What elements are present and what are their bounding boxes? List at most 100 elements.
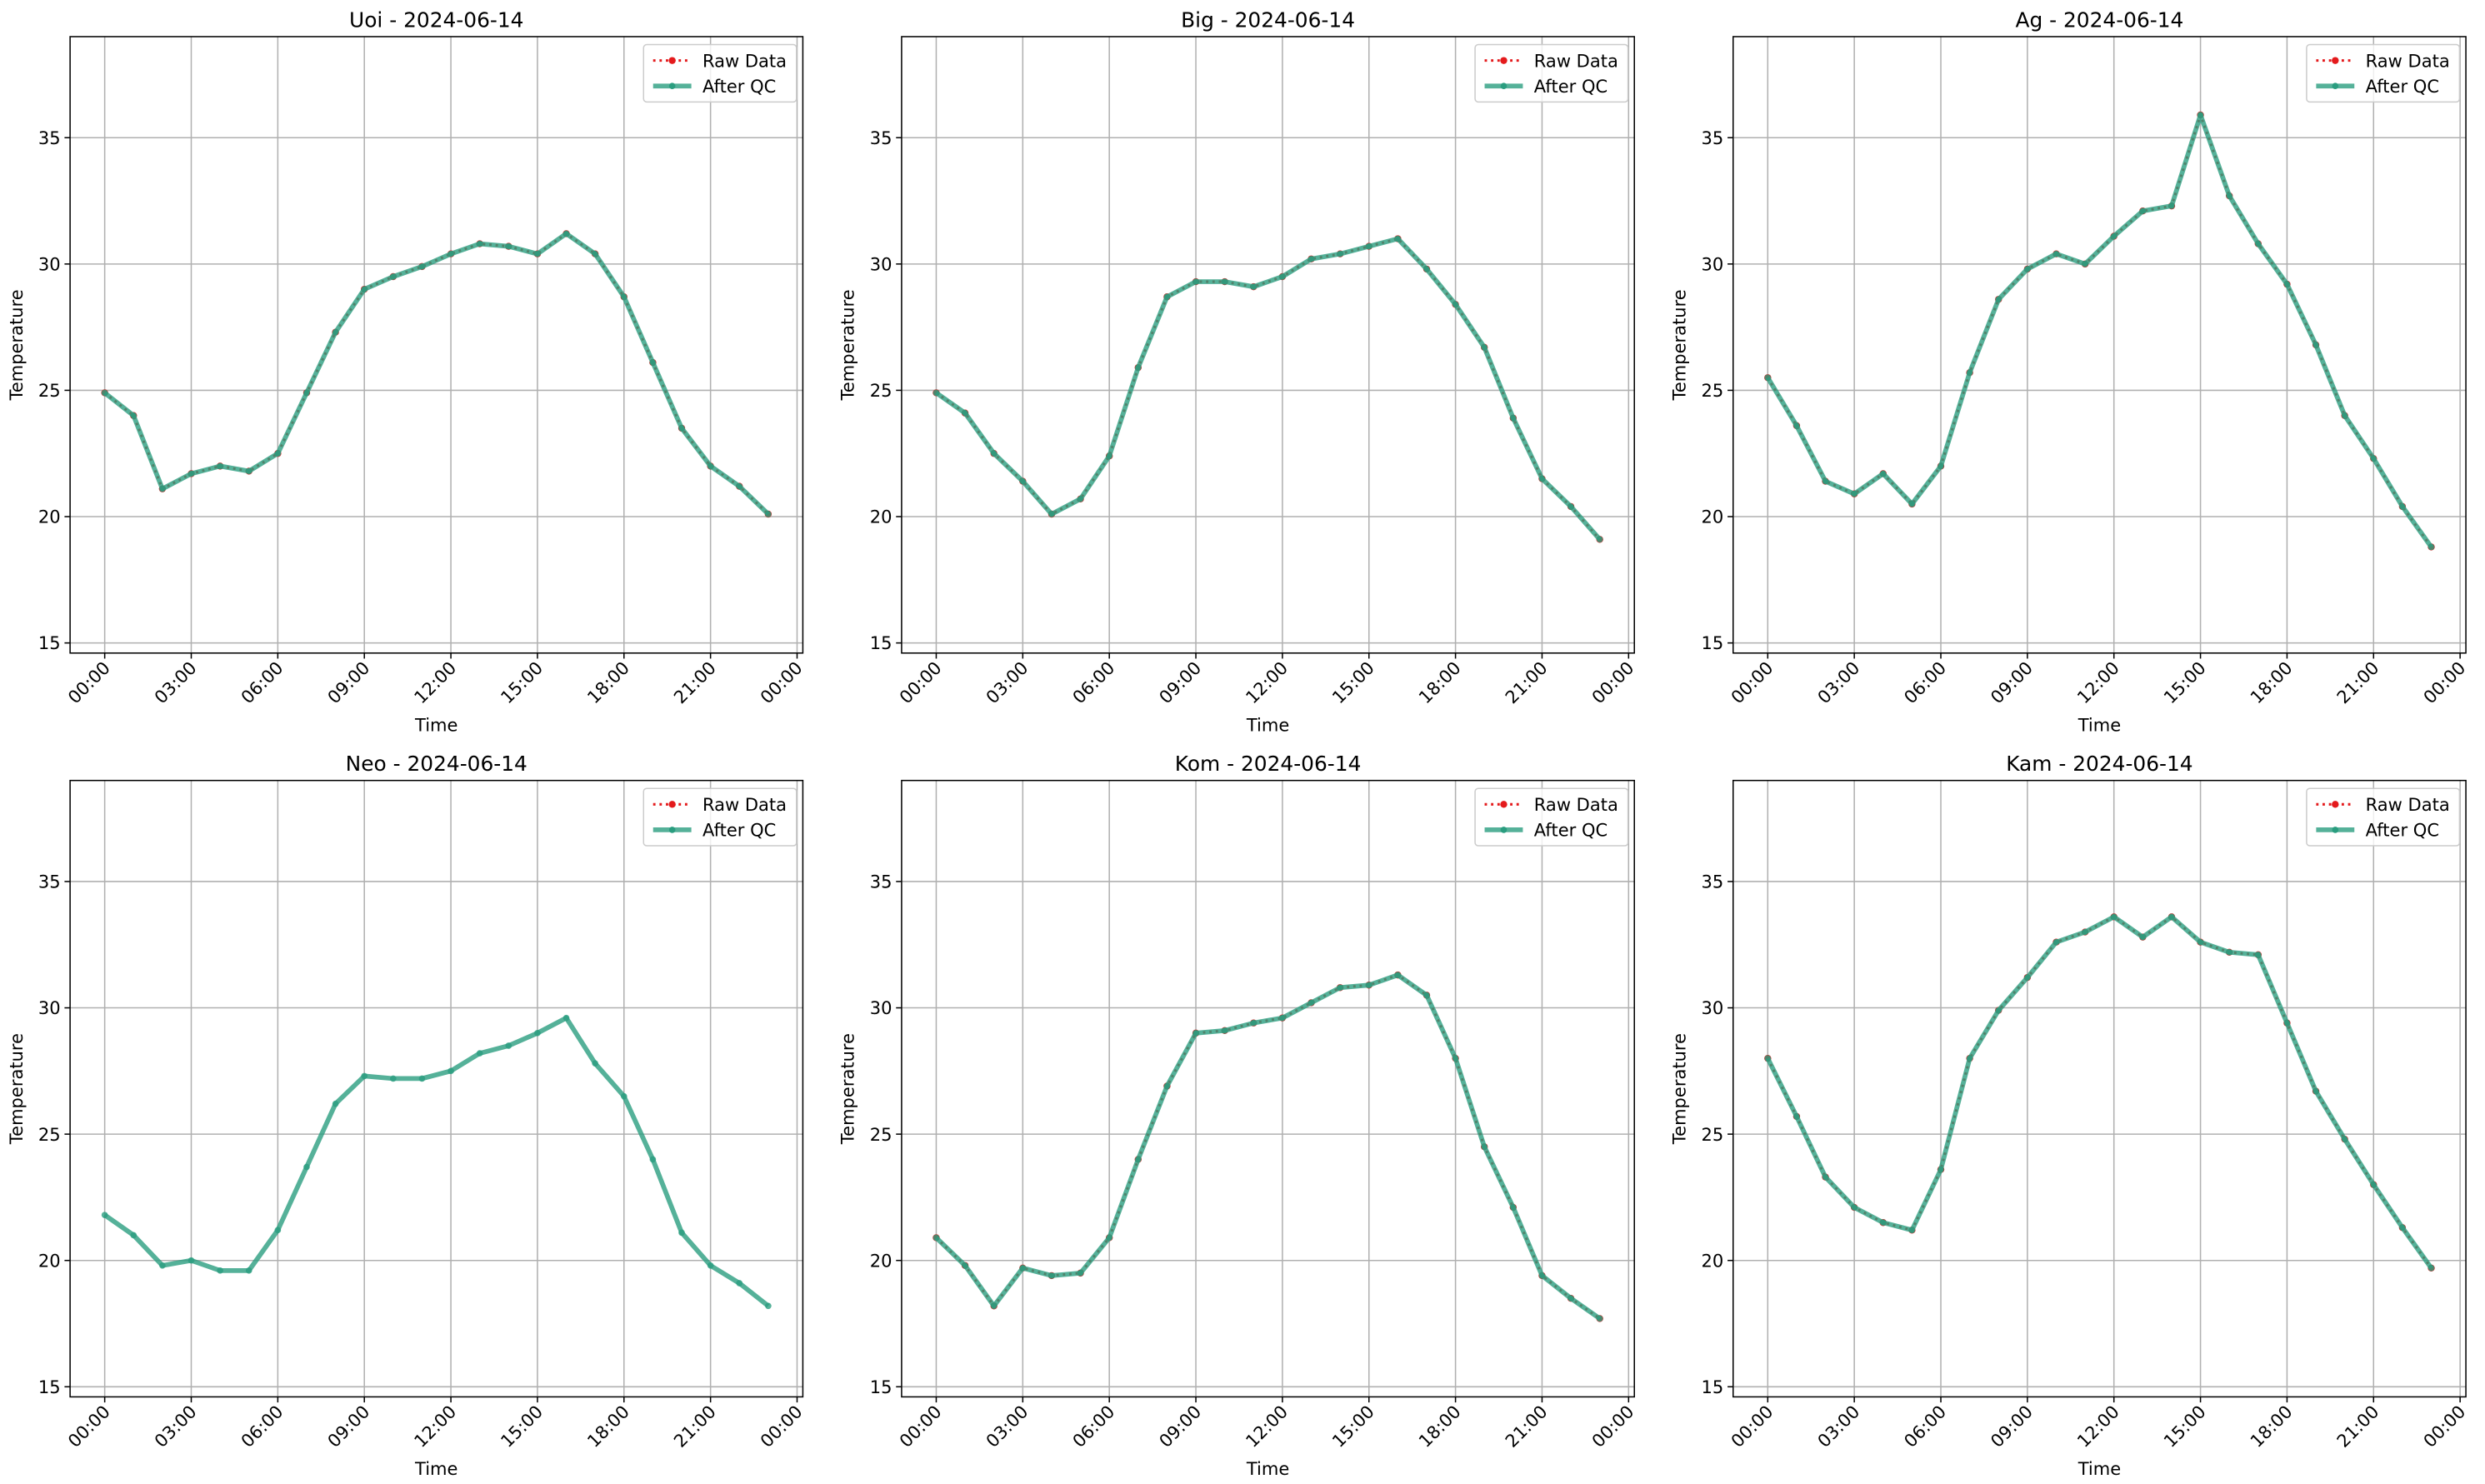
qc-marker bbox=[1077, 495, 1084, 502]
legend-marker bbox=[1500, 82, 1508, 90]
y-tick-label: 30 bbox=[1702, 997, 1724, 1018]
y-axis-label: Temperature bbox=[1668, 1033, 1689, 1145]
qc-marker bbox=[274, 450, 282, 457]
qc-marker bbox=[1596, 1315, 1603, 1322]
qc-marker bbox=[1308, 255, 1315, 262]
x-tick-label: 21:00 bbox=[2332, 1401, 2383, 1452]
raw-line bbox=[935, 973, 1601, 1320]
legend-label: Raw Data bbox=[702, 50, 787, 71]
qc-marker bbox=[361, 286, 368, 292]
qc-marker bbox=[1279, 273, 1286, 280]
y-tick-label: 20 bbox=[870, 507, 892, 527]
x-tick-label: 03:00 bbox=[150, 657, 201, 708]
x-tick-label: 00:00 bbox=[756, 657, 807, 708]
qc-marker bbox=[1995, 296, 2002, 303]
legend-label: Raw Data bbox=[702, 794, 787, 815]
qc-marker bbox=[2226, 192, 2233, 199]
legend-marker bbox=[668, 827, 676, 833]
x-tick-label: 09:00 bbox=[1155, 657, 1206, 708]
x-tick-label: 03:00 bbox=[150, 1401, 201, 1452]
qc-line bbox=[1765, 914, 2433, 1270]
qc-marker bbox=[2370, 455, 2378, 462]
x-tick-label: 06:00 bbox=[1068, 657, 1119, 708]
axes-frame bbox=[1732, 36, 2467, 654]
qc-marker bbox=[245, 1267, 252, 1274]
y-axis-label: Temperature bbox=[6, 1033, 27, 1145]
x-tick-label: 03:00 bbox=[1813, 657, 1864, 708]
qc-marker bbox=[1077, 1270, 1084, 1277]
x-tick-label: 06:00 bbox=[237, 1401, 288, 1452]
qc-marker bbox=[1192, 278, 1199, 285]
qc-marker bbox=[1163, 1082, 1171, 1090]
x-tick-label: 18:00 bbox=[582, 1401, 633, 1452]
y-axis-label: Temperature bbox=[6, 289, 27, 401]
qc-line bbox=[1765, 112, 2433, 549]
qc-marker bbox=[159, 485, 166, 492]
x-axis-label: Time bbox=[414, 1458, 458, 1479]
x-tick-label: 21:00 bbox=[669, 1401, 720, 1452]
legend: Raw Data After QC bbox=[2306, 43, 2461, 103]
legend-marker bbox=[668, 82, 676, 90]
qc-marker bbox=[1938, 462, 1944, 470]
legend: Raw Data After QC bbox=[642, 787, 798, 847]
qc-marker bbox=[1106, 452, 1113, 460]
legend-marker bbox=[1500, 827, 1508, 833]
qc-marker bbox=[1481, 344, 1488, 351]
qc-marker bbox=[1192, 1030, 1199, 1037]
x-tick-label: 06:00 bbox=[1068, 1401, 1119, 1452]
qc-marker bbox=[1966, 369, 1973, 377]
y-tick-label: 20 bbox=[38, 507, 61, 527]
qc-marker bbox=[217, 462, 223, 470]
legend-marker bbox=[2332, 82, 2339, 90]
legend-label: Raw Data bbox=[2366, 794, 2450, 815]
qc-marker bbox=[2110, 232, 2118, 240]
qc-marker bbox=[1337, 250, 1343, 257]
qc-marker bbox=[2226, 949, 2233, 956]
x-tick-label: 12:00 bbox=[410, 1401, 461, 1452]
qc-marker bbox=[736, 482, 743, 490]
qc-marker bbox=[2283, 281, 2291, 287]
qc-marker bbox=[2341, 1136, 2348, 1143]
x-axis-label: Time bbox=[414, 714, 458, 735]
qc-marker bbox=[1908, 501, 1916, 507]
subplot-title: Kom - 2024-06-14 bbox=[1175, 752, 1362, 776]
subplot-title: Neo - 2024-06-14 bbox=[346, 752, 528, 776]
qc-marker bbox=[2399, 1224, 2406, 1232]
x-tick-label: 15:00 bbox=[497, 1401, 548, 1452]
qc-marker bbox=[2168, 202, 2175, 209]
qc-marker bbox=[707, 1262, 714, 1269]
axes-frame bbox=[69, 36, 804, 654]
qc-marker bbox=[592, 250, 598, 257]
qc-marker bbox=[2024, 266, 2031, 272]
qc-marker bbox=[476, 240, 483, 247]
qc-marker bbox=[1568, 1295, 1574, 1302]
legend-label: After QC bbox=[2366, 76, 2439, 97]
legend-marker bbox=[1500, 57, 1508, 64]
legend-label: Raw Data bbox=[1534, 50, 1618, 71]
qc-marker bbox=[1048, 1272, 1055, 1279]
qc-line bbox=[934, 236, 1602, 542]
qc-line bbox=[102, 231, 770, 517]
legend-label: After QC bbox=[1534, 76, 1608, 97]
qc-marker bbox=[188, 470, 195, 477]
qc-marker bbox=[274, 1227, 282, 1234]
qc-marker bbox=[2197, 938, 2204, 946]
x-tick-label: 12:00 bbox=[410, 657, 461, 708]
subplot: Big - 2024-06-14 15 20 25 30 35 00:00 03:00 06:0… bbox=[838, 8, 1638, 736]
qc-marker bbox=[130, 1232, 138, 1239]
qc-marker bbox=[1221, 1027, 1228, 1034]
qc-marker bbox=[332, 328, 339, 336]
qc-marker bbox=[736, 1280, 743, 1287]
qc-marker bbox=[1908, 1227, 1916, 1234]
qc-marker bbox=[217, 1267, 223, 1274]
x-tick-label: 03:00 bbox=[982, 1401, 1032, 1452]
legend-marker bbox=[2332, 827, 2339, 833]
x-tick-label: 09:00 bbox=[1987, 657, 2038, 708]
legend-marker bbox=[668, 801, 676, 808]
qc-marker bbox=[1423, 992, 1430, 999]
qc-marker bbox=[1538, 1272, 1546, 1279]
qc-marker bbox=[1510, 1204, 1517, 1211]
qc-marker bbox=[1423, 266, 1430, 272]
x-tick-label: 00:00 bbox=[63, 1401, 114, 1452]
qc-marker bbox=[418, 263, 426, 270]
